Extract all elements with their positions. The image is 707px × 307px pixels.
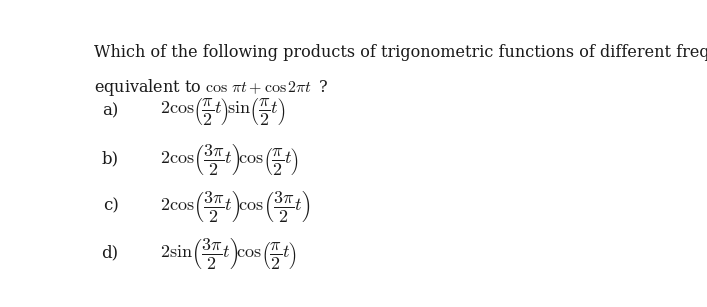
Text: $2\cos\!\left(\dfrac{\pi}{2}t\right)\!\sin\!\left(\dfrac{\pi}{2}t\right)$: $2\cos\!\left(\dfrac{\pi}{2}t\right)\!\s…: [160, 96, 285, 127]
Text: a): a): [102, 103, 119, 120]
Text: d): d): [101, 245, 119, 262]
Text: $2\cos\!\left(\dfrac{3\pi}{2}t\right)\!\cos\!\left(\dfrac{3\pi}{2}t\right)$: $2\cos\!\left(\dfrac{3\pi}{2}t\right)\!\…: [160, 188, 310, 224]
Text: equivalent to $\cos\,\pi t + \cos 2\pi t\,$ ?: equivalent to $\cos\,\pi t + \cos 2\pi t…: [94, 77, 328, 98]
Text: Which of the following products of trigonometric functions of different frequenc: Which of the following products of trigo…: [94, 44, 707, 61]
Text: $2\sin\!\left(\dfrac{3\pi}{2}t\right)\!\cos\!\left(\dfrac{\pi}{2}t\right)$: $2\sin\!\left(\dfrac{3\pi}{2}t\right)\!\…: [160, 235, 297, 271]
Text: $2\cos\!\left(\dfrac{3\pi}{2}t\right)\!\cos\!\left(\dfrac{\pi}{2}t\right)$: $2\cos\!\left(\dfrac{3\pi}{2}t\right)\!\…: [160, 141, 298, 177]
Text: b): b): [101, 150, 119, 167]
Text: c): c): [103, 197, 119, 214]
